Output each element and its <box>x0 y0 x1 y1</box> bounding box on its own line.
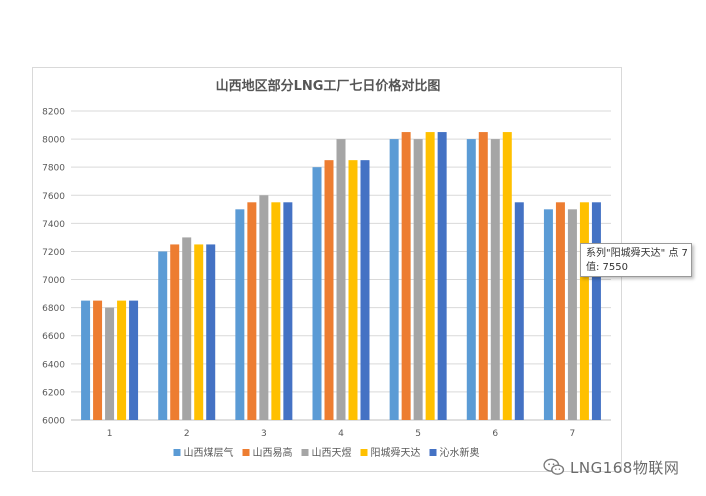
bar[interactable] <box>259 195 269 420</box>
x-axis-ticks: 1 2 3 4 5 6 7 <box>107 429 576 439</box>
bar[interactable] <box>158 251 168 420</box>
data-point-tooltip: 系列"阳城舜天达" 点 7 值: 7550 <box>580 243 692 277</box>
legend-label: 山西易高 <box>253 446 293 459</box>
legend-label: 山西煤层气 <box>184 446 234 459</box>
bar[interactable] <box>567 209 577 420</box>
y-tick-label: 7000 <box>42 276 65 286</box>
bar[interactable] <box>543 209 553 420</box>
legend-label: 阳城舜天达 <box>371 446 421 459</box>
x-tick-label: 4 <box>338 429 344 439</box>
chart-frame: 山西地区部分LNG工厂七日价格对比图 6000 6200 6400 6600 6800 7… <box>32 67 622 472</box>
x-tick-label: 7 <box>570 429 576 439</box>
legend-item: 山西易高 <box>242 446 293 459</box>
bar[interactable] <box>206 244 216 420</box>
y-tick-label: 7600 <box>42 192 65 202</box>
bar[interactable] <box>312 167 322 420</box>
bar[interactable] <box>247 202 257 420</box>
y-tick-label: 6200 <box>42 388 65 398</box>
legend: 山西煤层气 山西易高 山西天煜 阳城舜天达 沁水新奥 <box>173 446 480 459</box>
bar[interactable] <box>490 139 500 420</box>
bar[interactable] <box>502 132 512 420</box>
x-tick-label: 2 <box>184 429 190 439</box>
bar[interactable] <box>591 202 601 420</box>
x-tick-label: 1 <box>107 429 113 439</box>
bar[interactable] <box>182 237 192 420</box>
wechat-icon <box>543 458 565 475</box>
x-tick-label: 6 <box>492 429 498 439</box>
bar[interactable] <box>389 139 399 420</box>
y-tick-label: 7400 <box>42 220 65 230</box>
bar[interactable] <box>360 160 370 420</box>
bar[interactable] <box>514 202 524 420</box>
bar[interactable] <box>478 132 488 420</box>
bar[interactable] <box>194 244 204 420</box>
bar[interactable] <box>283 202 293 420</box>
bar[interactable] <box>348 160 358 420</box>
bar[interactable] <box>105 307 115 420</box>
chart-title: 山西地区部分LNG工厂七日价格对比图 <box>216 78 441 94</box>
bar[interactable] <box>413 139 423 420</box>
watermark: LNG168物联网 <box>543 456 679 478</box>
bar[interactable] <box>129 300 139 420</box>
legend-item: 山西天煜 <box>301 447 352 459</box>
x-tick-label: 3 <box>261 429 267 439</box>
bar-chart: 山西地区部分LNG工厂七日价格对比图 6000 6200 6400 6600 6800 7… <box>42 78 611 459</box>
y-tick-label: 8200 <box>42 108 65 118</box>
y-tick-label: 6000 <box>42 417 65 427</box>
legend-item: 沁水新奥 <box>429 446 480 459</box>
y-tick-label: 8000 <box>42 136 65 146</box>
bar[interactable] <box>235 209 245 420</box>
legend-swatch <box>360 449 368 456</box>
bars <box>81 132 601 420</box>
legend-swatch <box>242 449 250 456</box>
tooltip-value-line: 值: 7550 <box>586 262 628 273</box>
legend-swatch <box>173 449 181 456</box>
y-tick-label: 6400 <box>42 360 65 370</box>
x-tick-label: 5 <box>415 429 421 439</box>
bar[interactable] <box>170 244 180 420</box>
y-tick-label: 7200 <box>42 248 65 258</box>
legend-swatch <box>429 449 437 456</box>
legend-item: 阳城舜天达 <box>360 446 421 459</box>
bar[interactable] <box>401 132 411 420</box>
legend-label: 沁水新奥 <box>440 446 480 459</box>
bar[interactable] <box>271 202 281 420</box>
legend-label: 山西天煜 <box>312 447 352 459</box>
y-tick-label: 6800 <box>42 304 65 314</box>
y-tick-label: 6600 <box>42 332 65 342</box>
bar[interactable] <box>93 300 103 420</box>
bar[interactable] <box>425 132 435 420</box>
bar[interactable] <box>324 160 334 420</box>
tooltip-series-line: 系列"阳城舜天达" 点 7 <box>586 248 688 259</box>
legend-item: 山西煤层气 <box>173 446 234 459</box>
legend-swatch <box>301 449 309 456</box>
bar[interactable] <box>437 132 447 420</box>
bar[interactable] <box>336 139 346 420</box>
y-axis-ticks: 6000 6200 6400 6600 6800 7000 7200 7400 7600 7800… <box>42 108 65 427</box>
y-tick-label: 7800 <box>42 164 65 174</box>
bar[interactable] <box>555 202 565 420</box>
bar[interactable] <box>579 202 589 420</box>
bar[interactable] <box>466 139 476 420</box>
bar[interactable] <box>81 300 91 420</box>
bar[interactable] <box>117 300 127 420</box>
watermark-text: LNG168物联网 <box>570 458 680 477</box>
